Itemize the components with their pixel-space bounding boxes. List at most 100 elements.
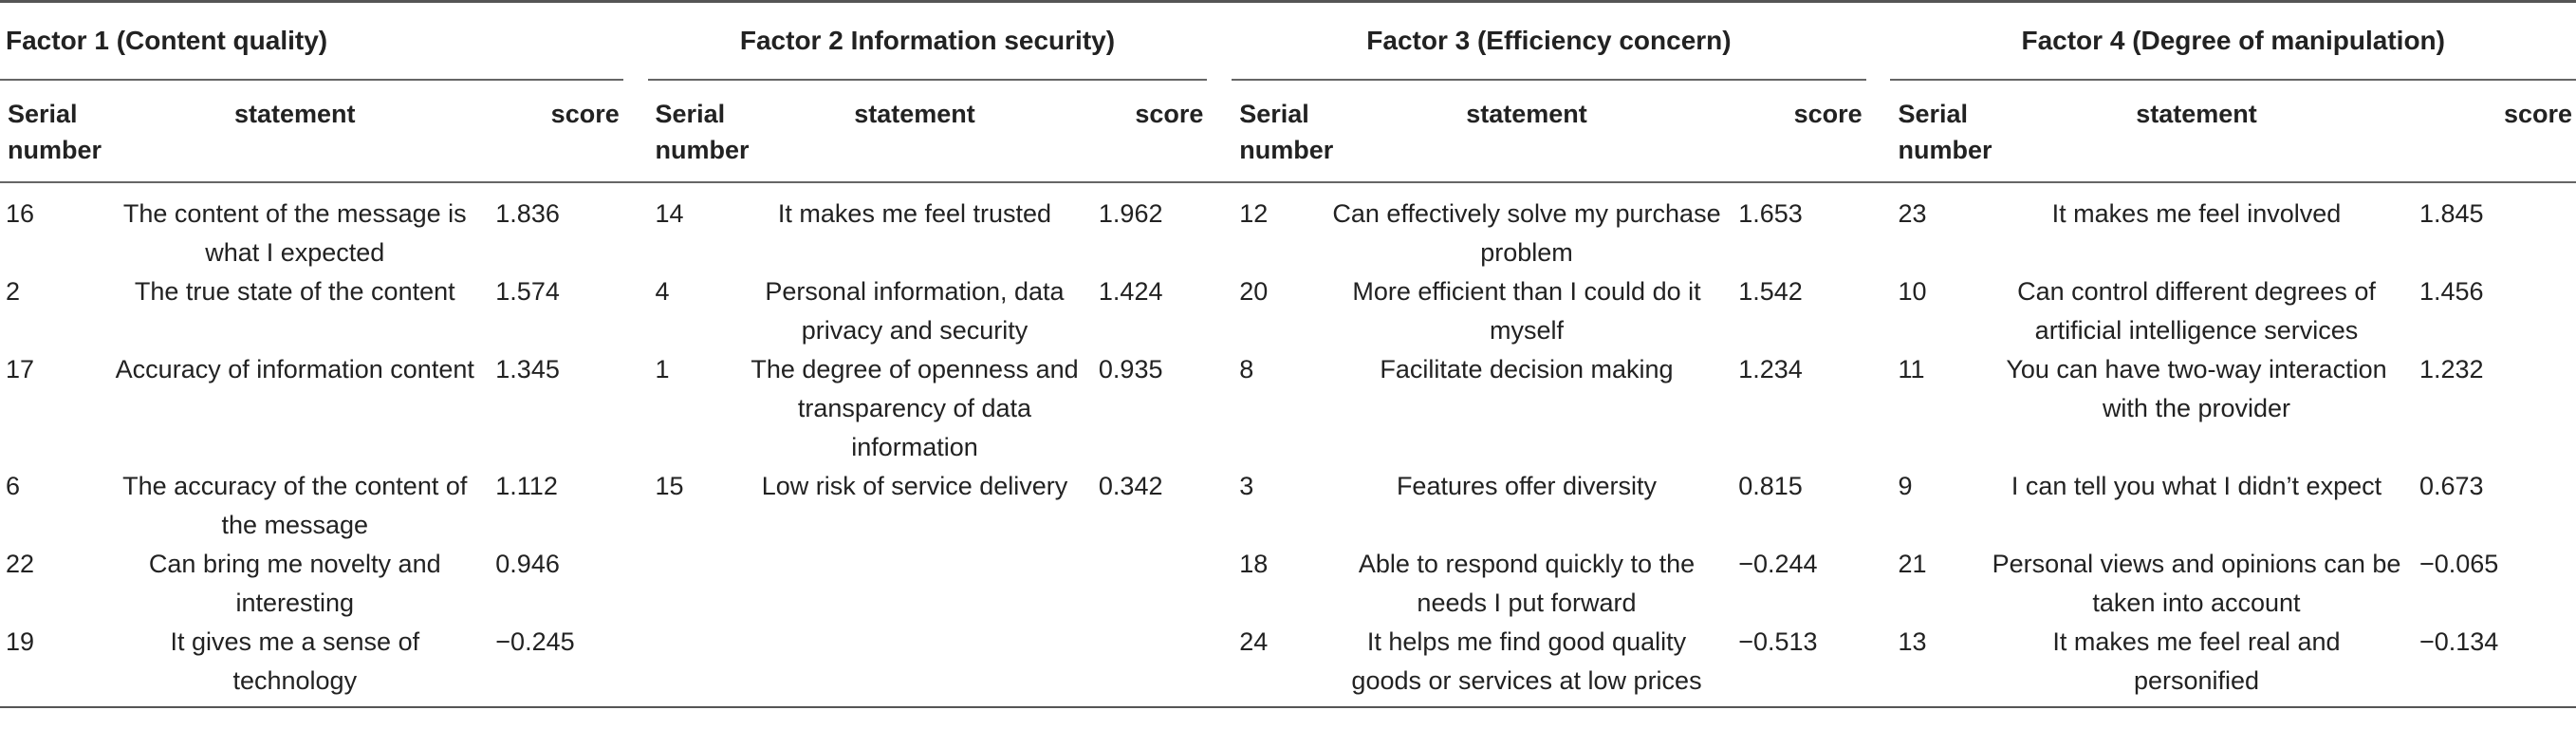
statement-cell: Accuracy of information content [115,355,474,383]
factor-4-underline [1890,79,2576,81]
score-cell: 1.424 [1098,277,1163,306]
factor-title-row: Factor 1 (Content quality) Factor 2 Info… [0,3,2576,79]
serial-number-cell: 19 [6,627,35,656]
serial-number-cell: 15 [655,472,684,500]
statement-cell: Able to respond quickly to the needs I p… [1358,550,1696,617]
top-rule [0,0,2576,3]
factor-2-title: Factor 2 Information security) [739,26,1116,55]
statement-cell: Personal views and opinions can be taken… [1992,550,2401,617]
statement-cell: Low risk of service delivery [761,472,1068,500]
score-cell: 0.946 [495,550,560,578]
factor-3-title: Factor 3 (Efficiency concern) [1366,26,1732,55]
statement-cell: It gives me a sense of technology [170,627,420,695]
score-cell: 1.234 [1738,355,1803,383]
score-cell: 1.345 [495,355,560,383]
statement-header: statement [1991,81,2402,183]
factor-2-underline [647,79,1208,81]
score-cell [1082,623,1208,704]
score-cell: 1.836 [495,199,560,228]
score-cell: −0.513 [1738,627,1818,656]
statement-cell: The true state of the content [134,277,455,306]
serial-header: Serial number [647,81,750,183]
statement-cell: The content of the message is what I exp… [122,199,467,267]
factor-table: Factor 1 (Content quality) Factor 2 Info… [0,0,2576,708]
serial-number-cell: 6 [6,472,21,500]
score-cell: 1.232 [2418,355,2484,383]
serial-number-cell: 9 [1898,472,1913,500]
score-header: score [478,81,623,183]
statement-cell: The accuracy of the content of the messa… [122,472,468,539]
table-row: 19 It gives me a sense of technology −0.24… [0,623,2576,704]
score-cell: 1.653 [1738,199,1803,228]
statement-cell: You can have two-way interaction with th… [2006,355,2387,422]
statement-cell: Can control different degrees of artific… [2017,277,2376,345]
serial-number-cell: 1 [655,355,670,383]
statement-header: statement [748,81,1082,183]
serial-number-cell: 4 [655,277,670,306]
serial-number-cell: 3 [1239,472,1254,500]
factor-underline-row [0,79,2576,81]
serial-header: Serial number [1890,81,1992,183]
serial-number-cell: 20 [1239,277,1269,306]
score-header: score [2401,81,2576,183]
bottom-rule [0,704,2576,708]
score-cell: 0.342 [1098,472,1163,500]
serial-number-cell [648,623,749,704]
statement-cell: Can effectively solve my purchase proble… [1332,199,1721,267]
statement-cell: Facilitate decision making [1380,355,1674,383]
score-cell: 1.962 [1098,199,1163,228]
factor-4-title: Factor 4 (Degree of manipulation) [2021,26,2445,55]
serial-number-cell: 21 [1898,550,1927,578]
score-cell: −0.065 [2418,550,2499,578]
score-cell [1082,545,1208,623]
serial-number-cell: 11 [1898,355,1925,383]
serial-number-cell [648,545,749,623]
serial-number-cell: 10 [1898,277,1927,306]
table-body: 16 The content of the message is what I e… [0,183,2576,708]
score-header: score [1721,81,1866,183]
statement-cell [748,623,1082,704]
score-cell: −0.134 [2418,627,2499,656]
score-cell: −0.245 [495,627,575,656]
serial-header: Serial number [0,81,112,183]
table-row: 16 The content of the message is what I e… [0,183,2576,272]
score-cell: 0.815 [1738,472,1803,500]
score-header: score [1081,81,1208,183]
serial-number-cell: 8 [1239,355,1254,383]
serial-number-cell: 22 [6,550,35,578]
factor-1-underline [0,79,623,81]
table-row: 2 The true state of the content 1.574 4 Pers… [0,272,2576,350]
score-cell: 0.935 [1098,355,1163,383]
table-row: 6 The accuracy of the content of the mess… [0,467,2576,545]
table-row: 17 Accuracy of information content 1.345 1 T… [0,350,2576,467]
factor-3-underline [1232,79,1866,81]
score-cell: 1.456 [2418,277,2484,306]
statement-cell: It makes me feel real and personified [2052,627,2341,695]
serial-header: Serial number [1232,81,1333,183]
statement-cell: Can bring me novelty and interesting [148,550,441,617]
statement-cell: It makes me feel involved [2051,199,2342,228]
table-row: 22 Can bring me novelty and interesting 0.… [0,545,2576,623]
statement-cell: The degree of openness and transparency … [751,355,1079,461]
statement-cell: It makes me feel trusted [777,199,1052,228]
serial-number-cell: 24 [1239,627,1269,656]
score-cell: 1.574 [495,277,560,306]
serial-number-cell: 16 [6,199,35,228]
score-cell: 0.673 [2418,472,2484,500]
serial-number-cell: 18 [1239,550,1269,578]
statement-cell [748,545,1082,623]
score-cell: 1.845 [2418,199,2484,228]
serial-number-cell: 12 [1239,199,1269,228]
statement-header: statement [1331,81,1722,183]
serial-number-cell: 14 [655,199,684,228]
factor-1-title: Factor 1 (Content quality) [6,26,328,55]
score-cell: 1.542 [1738,277,1803,306]
statement-cell: Personal information, data privacy and s… [765,277,1065,345]
score-cell: 1.112 [495,472,558,500]
column-header-row: Serial number statement score Serial num… [0,81,2576,183]
serial-number-cell: 13 [1898,627,1927,656]
serial-number-cell: 17 [6,355,35,383]
score-cell: −0.244 [1738,550,1818,578]
statement-cell: Features offer diversity [1396,472,1658,500]
serial-number-cell: 23 [1898,199,1927,228]
